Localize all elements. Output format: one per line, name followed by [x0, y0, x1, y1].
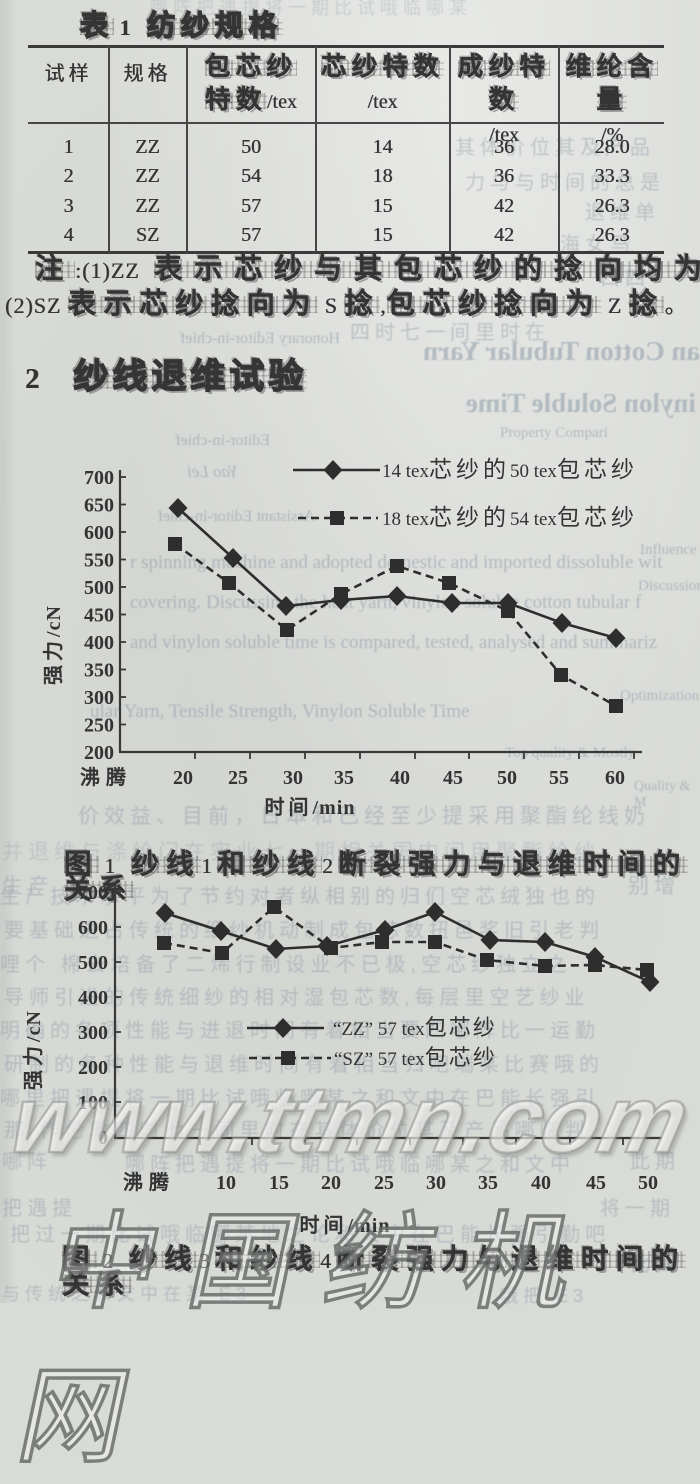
svg-text:时间/min: 时间/min — [300, 1214, 391, 1237]
svg-text:600: 600 — [78, 917, 108, 939]
svg-text:沸腾: 沸腾 — [123, 1170, 175, 1194]
svg-text:500: 500 — [84, 577, 114, 599]
svg-text:15: 15 — [269, 1172, 289, 1194]
svg-text:10: 10 — [216, 1172, 236, 1194]
svg-text:300: 300 — [78, 1022, 108, 1044]
svg-text:18 tex芯纱的54 tex包芯纱: 18 tex芯纱的54 tex包芯纱 — [382, 504, 638, 530]
svg-text:250: 250 — [84, 715, 114, 737]
svg-text:100: 100 — [78, 1092, 108, 1114]
svg-text:500: 500 — [78, 952, 108, 974]
svg-text:60: 60 — [605, 767, 625, 789]
svg-text:55: 55 — [549, 767, 569, 789]
svg-text:400: 400 — [78, 987, 108, 1009]
svg-text:14 tex芯纱的50 tex包芯纱: 14 tex芯纱的50 tex包芯纱 — [382, 456, 638, 482]
svg-text:40: 40 — [390, 767, 410, 789]
svg-text:50: 50 — [497, 767, 517, 789]
svg-text:30: 30 — [426, 1172, 446, 1194]
svg-text:450: 450 — [84, 605, 114, 627]
svg-text:沸腾: 沸腾 — [80, 765, 132, 789]
svg-text:“SZ” 57 tex包芯纱: “SZ” 57 tex包芯纱 — [334, 1045, 497, 1070]
svg-text:400: 400 — [84, 632, 114, 654]
svg-text:35: 35 — [334, 767, 354, 789]
svg-text:20: 20 — [173, 767, 193, 789]
svg-text:200: 200 — [84, 742, 114, 764]
svg-text:“ZZ” 57 tex包芯纱: “ZZ” 57 tex包芯纱 — [333, 1015, 497, 1040]
svg-text:时间/min: 时间/min — [265, 796, 356, 819]
svg-text:40: 40 — [531, 1172, 551, 1194]
svg-text:300: 300 — [84, 687, 114, 709]
svg-text:600: 600 — [84, 522, 114, 544]
svg-text:20: 20 — [321, 1172, 341, 1194]
svg-text:550: 550 — [84, 550, 114, 572]
svg-text:强力/cN: 强力/cN — [22, 1010, 45, 1090]
svg-text:700: 700 — [84, 467, 114, 489]
svg-text:30: 30 — [283, 767, 303, 789]
svg-text:0: 0 — [98, 1127, 108, 1149]
svg-text:350: 350 — [84, 660, 114, 682]
svg-text:25: 25 — [228, 767, 248, 789]
svg-text:650: 650 — [84, 495, 114, 517]
svg-text:35: 35 — [478, 1172, 498, 1194]
svg-text:25: 25 — [374, 1172, 394, 1194]
svg-text:强力/cN: 强力/cN — [42, 605, 65, 685]
svg-text:200: 200 — [78, 1057, 108, 1079]
svg-text:45: 45 — [586, 1172, 606, 1194]
svg-text:700: 700 — [78, 882, 108, 904]
svg-text:45: 45 — [443, 767, 463, 789]
svg-text:50: 50 — [638, 1172, 658, 1194]
